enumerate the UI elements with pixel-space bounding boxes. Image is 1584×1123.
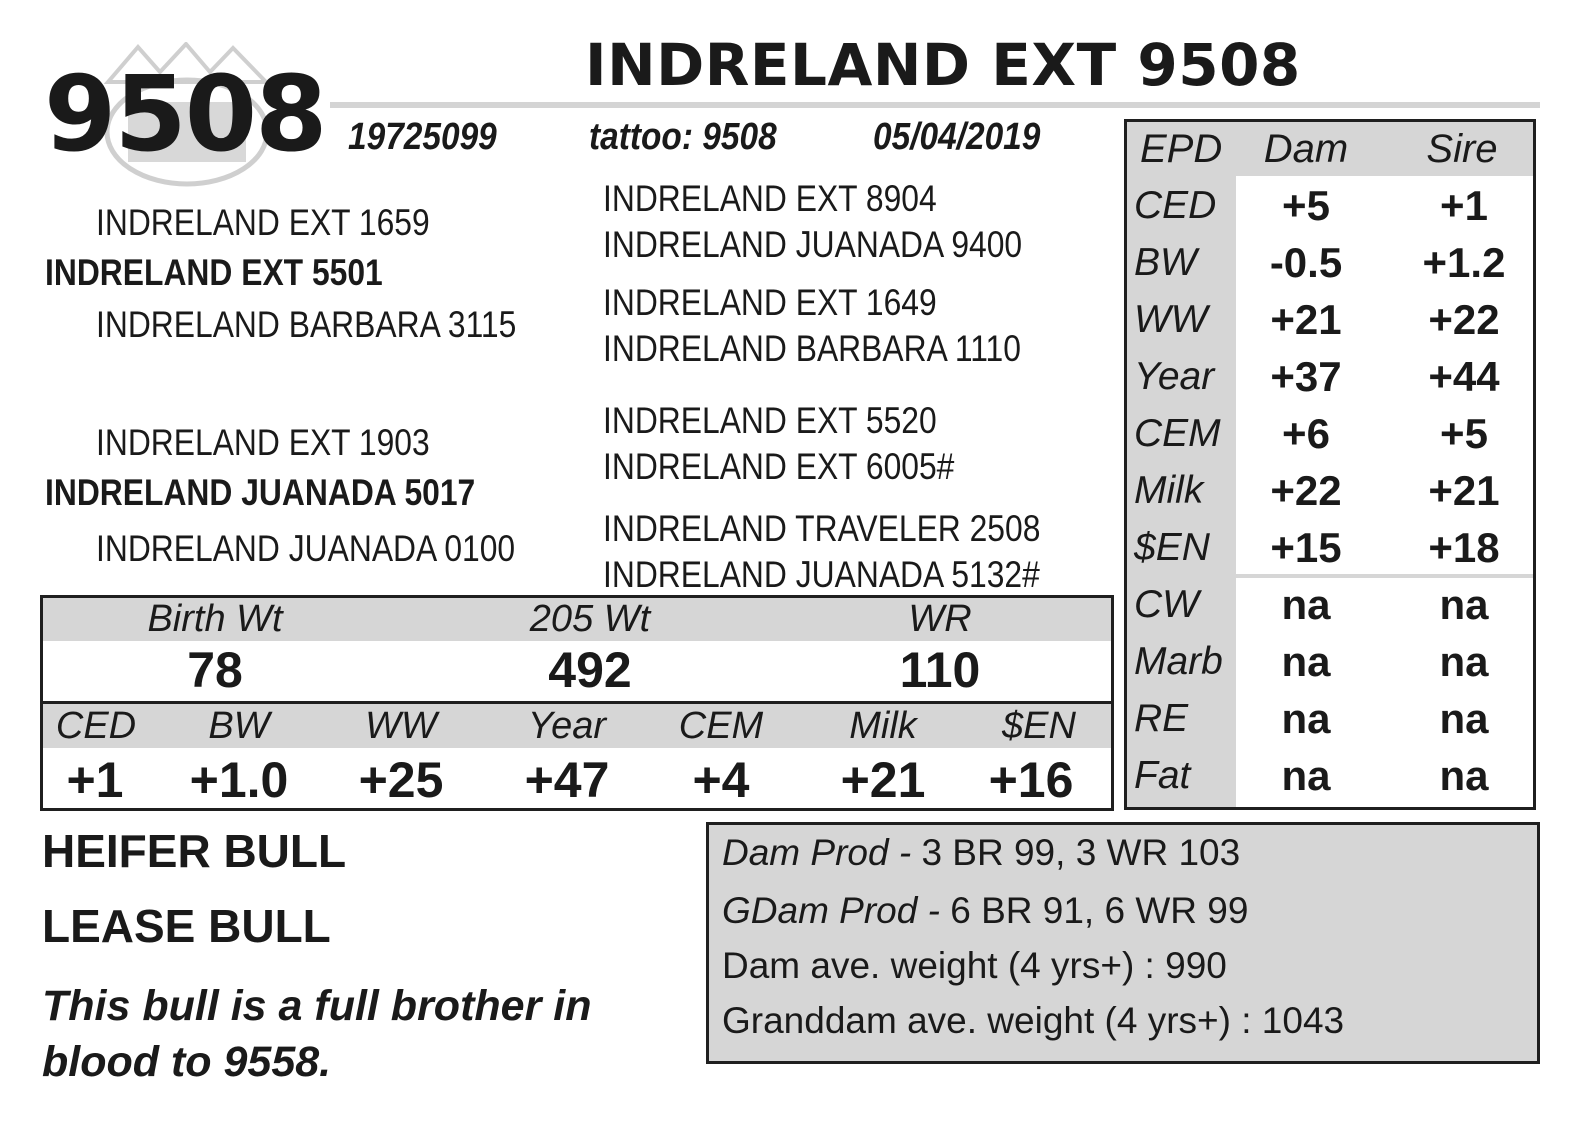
gdam-prod-value: 6 BR 91, 6 WR 99 — [950, 890, 1249, 931]
pedigree-sire-dam: INDRELAND BARBARA 3115 — [96, 304, 517, 345]
own-epd-header-band — [43, 704, 1111, 748]
lot-number: 9508 — [44, 53, 327, 175]
own-epd-header: CEM — [678, 705, 764, 747]
note: This bull is a full brother in blood to … — [42, 982, 592, 1086]
animal-name: INDRELAND EXT 9508 — [585, 31, 1301, 99]
pedigree-dam-dam: INDRELAND JUANADA 0100 — [96, 528, 516, 569]
epd-dam-value: na — [1281, 581, 1331, 628]
gdam-prod-line: GDam Prod - 6 BR 91, 6 WR 99 — [722, 890, 1248, 932]
own-epd-header: Year — [527, 705, 607, 747]
epd-separator — [1236, 574, 1533, 578]
epd-sire-value: na — [1439, 695, 1489, 742]
own-epd-value: +16 — [988, 752, 1074, 808]
epd-dam-value: +37 — [1270, 353, 1342, 400]
epd-header-dam: Dam — [1263, 127, 1349, 171]
own-epd-value: +4 — [692, 752, 750, 808]
epd-dam-value: na — [1281, 695, 1331, 742]
own-epd-header: $EN — [1002, 705, 1076, 747]
epd-dam-value: +22 — [1270, 467, 1342, 514]
pedigree-dam-sire: INDRELAND EXT 1903 — [96, 422, 430, 463]
epd-dam-value: +5 — [1282, 182, 1330, 229]
pedigree-sire-sire: INDRELAND EXT 1659 — [96, 202, 430, 243]
granddam-weight: Granddam ave. weight (4 yrs+) : 1043 — [722, 1000, 1345, 1041]
ranch-logo — [103, 42, 271, 187]
perf-wr-value: 110 — [899, 642, 981, 698]
epd-sire-value: +1.2 — [1422, 239, 1506, 286]
epd-trait: WW — [1134, 298, 1208, 341]
pedigree-ssd: INDRELAND JUANADA 9400 — [603, 224, 1023, 265]
own-epd-value: +1 — [66, 752, 124, 808]
epd-dam-value: +15 — [1270, 524, 1342, 571]
own-epd-value: +25 — [358, 752, 444, 808]
pedigree-ddd: INDRELAND JUANADA 5132# — [603, 554, 1040, 595]
performance-box — [40, 595, 1114, 811]
epd-header-epd: EPD — [1140, 127, 1223, 171]
epd-trait: Year — [1134, 355, 1215, 398]
perf-header-wr: WR — [908, 598, 972, 640]
gdam-prod-label: GDam Prod - — [722, 890, 940, 931]
epd-sire-value: +44 — [1428, 353, 1500, 400]
performance-header-band — [43, 598, 1111, 641]
dam-prod-line: Dam Prod - 3 BR 99, 3 WR 103 — [722, 832, 1240, 874]
own-epd-header: BW — [208, 705, 270, 747]
epd-sire-value: na — [1439, 752, 1489, 799]
epd-dam-value: +21 — [1270, 296, 1342, 343]
performance-divider — [43, 701, 1111, 704]
registration-number: 19725099 — [348, 116, 497, 158]
dam-prod-value: 3 BR 99, 3 WR 103 — [921, 832, 1241, 873]
own-epd-value: +21 — [840, 752, 926, 808]
epd-header-sire: Sire — [1426, 127, 1498, 171]
pedigree-dds: INDRELAND TRAVELER 2508 — [603, 508, 1041, 549]
title-rule — [330, 102, 1540, 108]
epd-label-column — [1127, 122, 1236, 807]
pedigree-sss: INDRELAND EXT 8904 — [603, 178, 937, 219]
epd-sire-value: na — [1439, 581, 1489, 628]
epd-trait: CEM — [1134, 412, 1221, 455]
perf-205-wt-value: 492 — [548, 642, 632, 698]
epd-table — [1124, 119, 1536, 810]
own-epd-header: CED — [55, 705, 137, 747]
epd-trait: RE — [1134, 697, 1189, 740]
pedigree-dss: INDRELAND EXT 5520 — [603, 400, 937, 441]
own-epd-value: +47 — [524, 752, 610, 808]
production-box — [706, 822, 1540, 1064]
pedigree-sdd: INDRELAND BARBARA 1110 — [603, 328, 1021, 369]
tattoo: tattoo: 9508 — [589, 116, 777, 158]
perf-header-birth-wt: Birth Wt — [147, 598, 283, 640]
own-epd-header: Milk — [849, 705, 917, 747]
epd-sire-value: na — [1439, 638, 1489, 685]
dam-prod-label: Dam Prod - — [722, 832, 912, 873]
epd-dam-value: na — [1281, 752, 1331, 799]
epd-sire-value: +18 — [1428, 524, 1500, 571]
epd-dam-value: -0.5 — [1269, 239, 1343, 286]
epd-sire-value: +21 — [1428, 467, 1500, 514]
tag-heifer-bull: HEIFER BULL — [42, 825, 347, 877]
perf-birth-wt-value: 78 — [187, 642, 243, 698]
pedigree-dam: INDRELAND JUANADA 5017 — [45, 472, 476, 513]
own-epd-value: +1.0 — [189, 752, 289, 808]
epd-sire-value: +1 — [1440, 182, 1488, 229]
epd-dam-value: na — [1281, 638, 1331, 685]
epd-trait: Marb — [1134, 640, 1223, 683]
epd-dam-value: +6 — [1282, 410, 1330, 457]
pedigree-sds: INDRELAND EXT 1649 — [603, 282, 937, 323]
birth-date: 05/04/2019 — [873, 116, 1041, 158]
epd-trait: CW — [1134, 583, 1199, 626]
pedigree-dsd: INDRELAND EXT 6005# — [603, 446, 955, 487]
epd-trait: Milk — [1134, 469, 1204, 512]
epd-trait: $EN — [1134, 526, 1210, 569]
epd-sire-value: +22 — [1428, 296, 1500, 343]
epd-trait: CED — [1134, 184, 1217, 227]
tag-lease-bull: LEASE BULL — [42, 900, 331, 952]
own-epd-header: WW — [365, 705, 437, 747]
pedigree-sire: INDRELAND EXT 5501 — [45, 252, 383, 293]
dam-weight: Dam ave. weight (4 yrs+) : 990 — [722, 945, 1227, 986]
epd-trait: BW — [1134, 241, 1197, 284]
epd-trait: Fat — [1134, 754, 1191, 797]
epd-sire-value: +5 — [1440, 410, 1488, 457]
perf-header-205-wt: 205 Wt — [529, 598, 651, 640]
